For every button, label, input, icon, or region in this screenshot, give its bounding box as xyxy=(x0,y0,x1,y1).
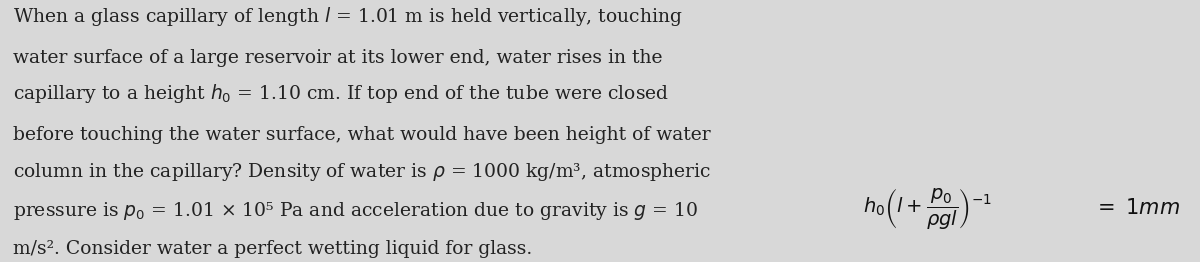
Text: water surface of a large reservoir at its lower end, water rises in the: water surface of a large reservoir at it… xyxy=(13,48,662,67)
Text: capillary to a height $h_0$ = 1.10 cm. If top end of the tube were closed: capillary to a height $h_0$ = 1.10 cm. I… xyxy=(13,82,670,105)
Text: before touching the water surface, what would have been height of water: before touching the water surface, what … xyxy=(13,126,710,144)
Text: When a glass capillary of length $l$ = 1.01 m is held vertically, touching: When a glass capillary of length $l$ = 1… xyxy=(13,5,683,28)
Text: column in the capillary? Density of water is $\rho$ = 1000 kg/m³, atmospheric: column in the capillary? Density of wate… xyxy=(13,161,712,183)
Text: pressure is $p_0$ = 1.01 × 10⁵ Pa and acceleration due to gravity is $g$ = 10: pressure is $p_0$ = 1.01 × 10⁵ Pa and ac… xyxy=(13,200,698,222)
Text: m/s². Consider water a perfect wetting liquid for glass.: m/s². Consider water a perfect wetting l… xyxy=(13,240,533,258)
Text: $h_0\left(l+\dfrac{p_0}{\rho g l}\right)^{-1}$: $h_0\left(l+\dfrac{p_0}{\rho g l}\right)… xyxy=(863,185,991,231)
Text: $= \ 1mm$: $= \ 1mm$ xyxy=(1093,198,1180,218)
